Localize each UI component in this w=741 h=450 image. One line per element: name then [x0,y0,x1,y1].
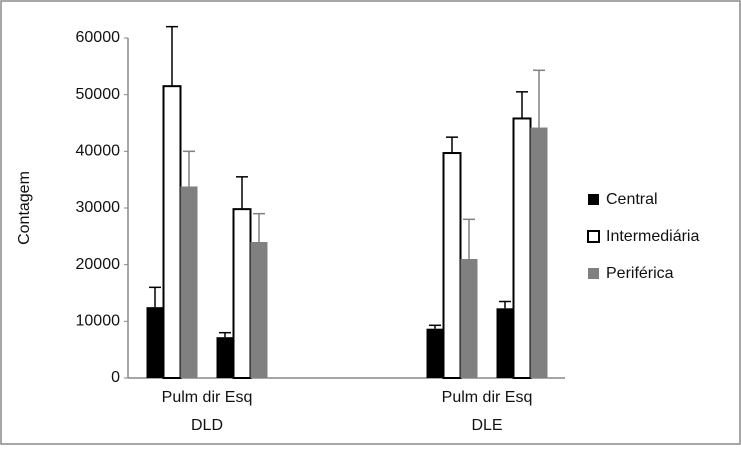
y-tick-label: 60000 [76,29,121,46]
bar [216,337,234,378]
bar [232,208,252,379]
legend-marker [587,230,600,243]
bar [530,127,548,379]
bar [162,85,182,380]
legend-marker [588,194,599,205]
y-tick-label: 30000 [76,199,121,216]
bar [496,308,514,378]
x-tick-label: Pulm dir Esq [442,389,533,406]
bar [426,328,444,378]
group-label: DLD [191,417,223,434]
y-tick-label: 40000 [76,143,121,160]
bar [180,186,198,378]
y-tick-label: 20000 [76,256,121,273]
legend-label: Periférica [606,265,674,282]
bar [146,307,164,378]
bar [512,117,532,379]
x-tick-label: Pulm dir Esq [162,389,253,406]
bar [460,259,478,378]
group-label: DLE [471,417,502,434]
y-tick-label: 10000 [76,313,121,330]
bar [250,242,268,378]
bar [442,152,462,379]
y-tick-label: 0 [111,369,120,386]
y-tick-label: 50000 [76,86,121,103]
legend-label: Intermediária [606,228,699,245]
legend-label: Central [606,191,658,208]
legend-marker [588,268,599,279]
y-axis-label: Contagem [16,171,33,245]
